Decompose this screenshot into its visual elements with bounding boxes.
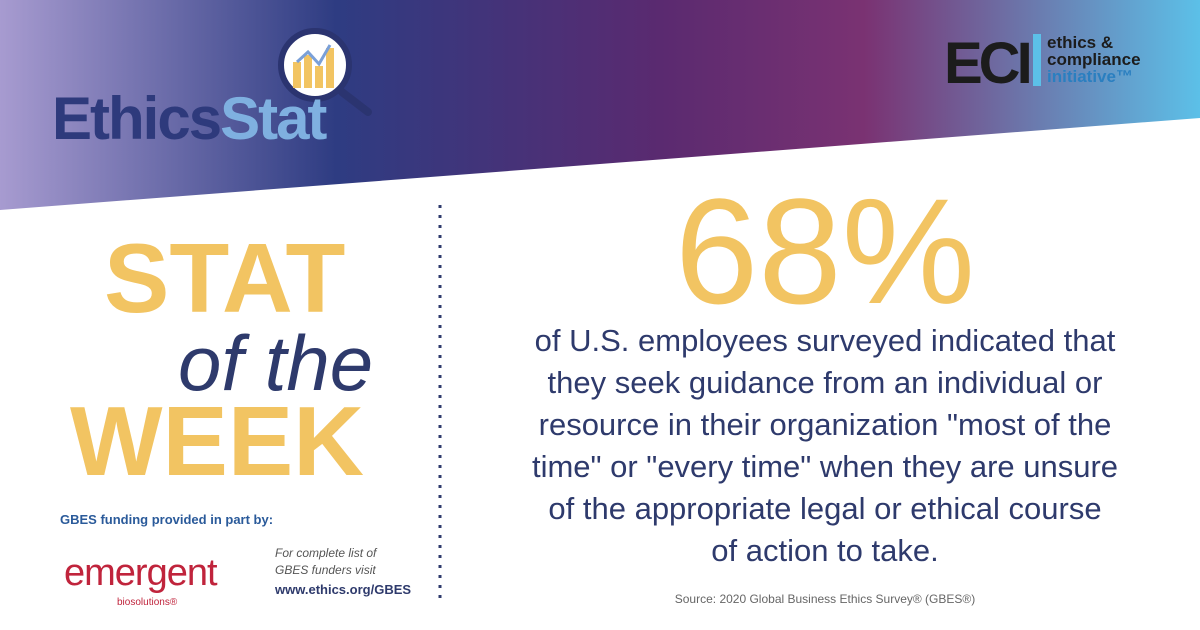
eci-line: ethics &: [1047, 33, 1114, 52]
funders-url: www.ethics.org/GBES: [275, 582, 412, 597]
logo-part: Stat: [220, 85, 327, 152]
logo: EthicsStat: [52, 84, 327, 153]
sponsor-logo: emergent: [64, 552, 218, 594]
statement-line: of U.S. employees surveyed indicated tha…: [534, 323, 1116, 358]
note-line: GBES funders visit: [275, 563, 376, 577]
statement-line: of action to take.: [711, 533, 939, 568]
funding-note: GBES funding provided in part by:: [60, 512, 274, 527]
eci-line: compliance: [1047, 50, 1141, 69]
eci-text: ethics & compliance initiative™: [1047, 34, 1141, 85]
statement-line: time" or "every time" when they are unsu…: [531, 449, 1119, 484]
eci-line: initiative™: [1047, 67, 1133, 86]
sponsor-sub: biosolutions®: [117, 597, 178, 608]
of-the: of the: [178, 319, 374, 407]
week-word: WEEK: [70, 386, 364, 496]
big-figure: 68%: [674, 167, 976, 335]
eci-mark: ECI: [944, 31, 1033, 96]
statement-line: of the appropriate legal or ethical cour…: [548, 491, 1102, 526]
white-panel: [0, 118, 1200, 630]
statement-line: resource in their organization "most of …: [538, 407, 1112, 442]
statement: of U.S. employees surveyed indicated tha…: [470, 320, 1180, 572]
magnifier-icon: [278, 28, 372, 116]
eci-bar: [1033, 34, 1041, 86]
note-line: For complete list of: [275, 546, 377, 560]
statement-line: they seek guidance from an individual or: [547, 365, 1103, 400]
funders-note: For complete list of GBES funders visit: [275, 545, 376, 579]
source: Source: 2020 Global Business Ethics Surv…: [674, 592, 976, 606]
stat-word: STAT: [104, 223, 346, 333]
logo-part: Ethics: [52, 85, 222, 152]
